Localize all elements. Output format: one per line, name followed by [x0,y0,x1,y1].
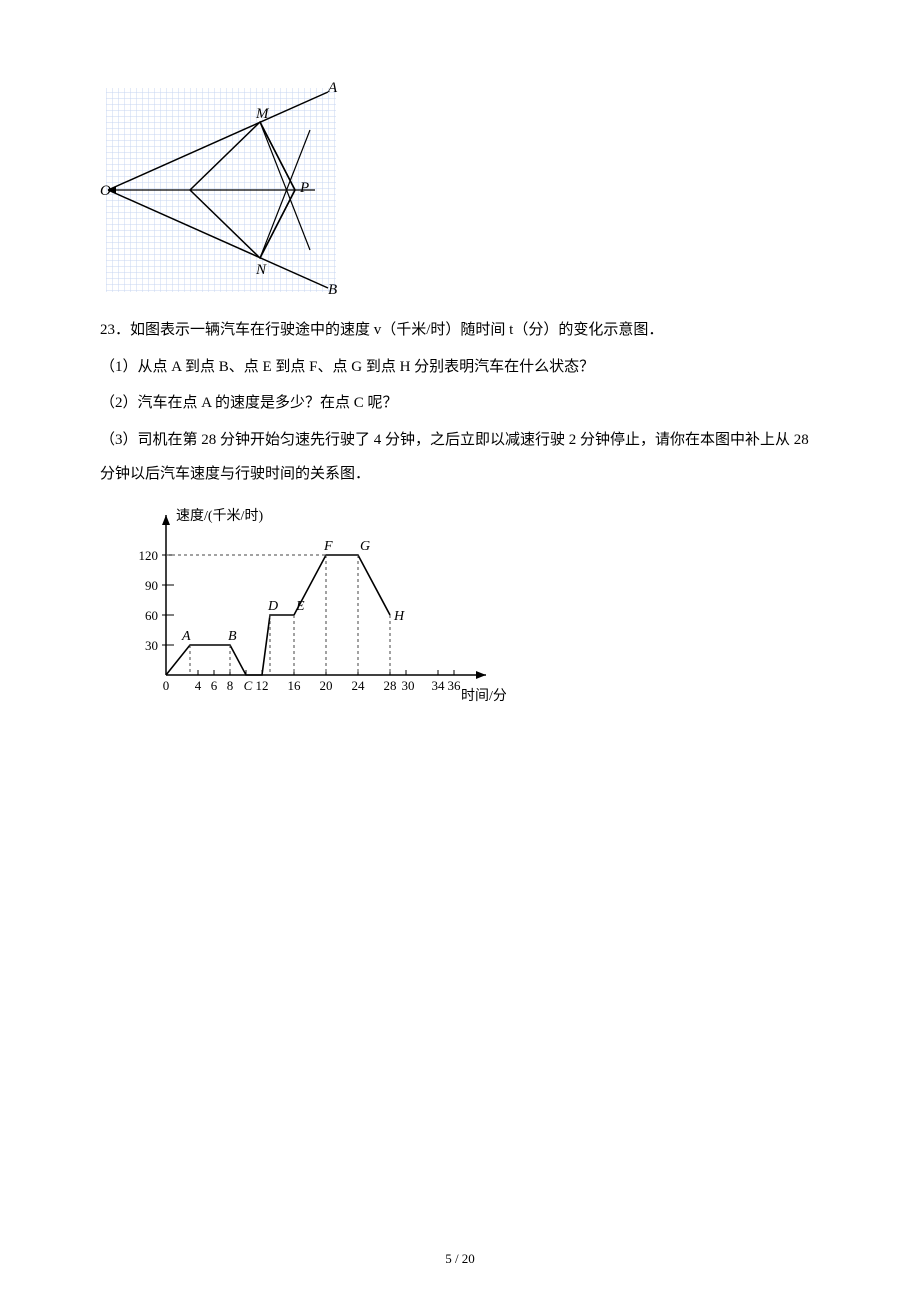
figure-2-velocity-chart: 30 60 90 120 0 4 6 8 C 12 16 20 [116,500,820,710]
label-N: N [255,262,267,278]
ytick-90: 90 [145,578,158,593]
q23-stem-text: 如图表示一辆汽车在行驶途中的速度 v（千米/时）随时间 t（分）的变化示意图． [130,322,663,338]
label-O: O [100,183,111,199]
pt-D: D [267,599,278,614]
chart-svg: 30 60 90 120 0 4 6 8 C 12 16 20 [116,500,506,705]
label-B: B [328,282,337,298]
page-number: 5 / 20 [0,1251,920,1267]
label-A: A [327,80,338,96]
ytick-60: 60 [145,608,158,623]
pt-A: A [181,629,191,644]
label-P: P [299,180,309,196]
label-M: M [255,106,270,122]
xtick-16: 16 [288,678,302,693]
q23-sub2: （2）汽车在点 A 的速度是多少？在点 C 呢？ [100,386,820,421]
pt-H: H [393,609,405,624]
xtick-30: 30 [402,678,415,693]
q23-stem: 23．如图表示一辆汽车在行驶途中的速度 v（千米/时）随时间 t（分）的变化示意… [100,313,820,348]
q23-sub1: （1）从点 A 到点 B、点 E 到点 F、点 G 到点 H 分别表明汽车在什么… [100,350,820,385]
pt-F: F [323,539,333,554]
ytick-30: 30 [145,638,158,653]
xtick-12: 12 [256,678,269,693]
figure-1-svg: O A B M N P [100,80,340,298]
ytick-120: 120 [139,548,159,563]
y-axis-label: 速度/(千米/时) [176,508,263,524]
xtick-C: C [244,678,253,693]
xtick-36: 36 [448,678,462,693]
xtick-34: 34 [432,678,446,693]
q23-sub3: （3）司机在第 28 分钟开始匀速先行驶了 4 分钟，之后立即以减速行驶 2 分… [100,423,820,492]
xtick-6: 6 [211,678,218,693]
xtick-8: 8 [227,678,234,693]
xtick-24: 24 [352,678,366,693]
xtick-20: 20 [320,678,333,693]
q23-number: 23． [100,322,130,338]
x-axis-label: 时间/分 [461,688,506,704]
xtick-0: 0 [163,678,170,693]
pt-E: E [295,599,305,614]
figure-1-angle-diagram: O A B M N P [100,80,820,303]
xtick-28: 28 [384,678,397,693]
pt-G: G [360,539,370,554]
pt-B: B [228,629,237,644]
xtick-4: 4 [195,678,202,693]
